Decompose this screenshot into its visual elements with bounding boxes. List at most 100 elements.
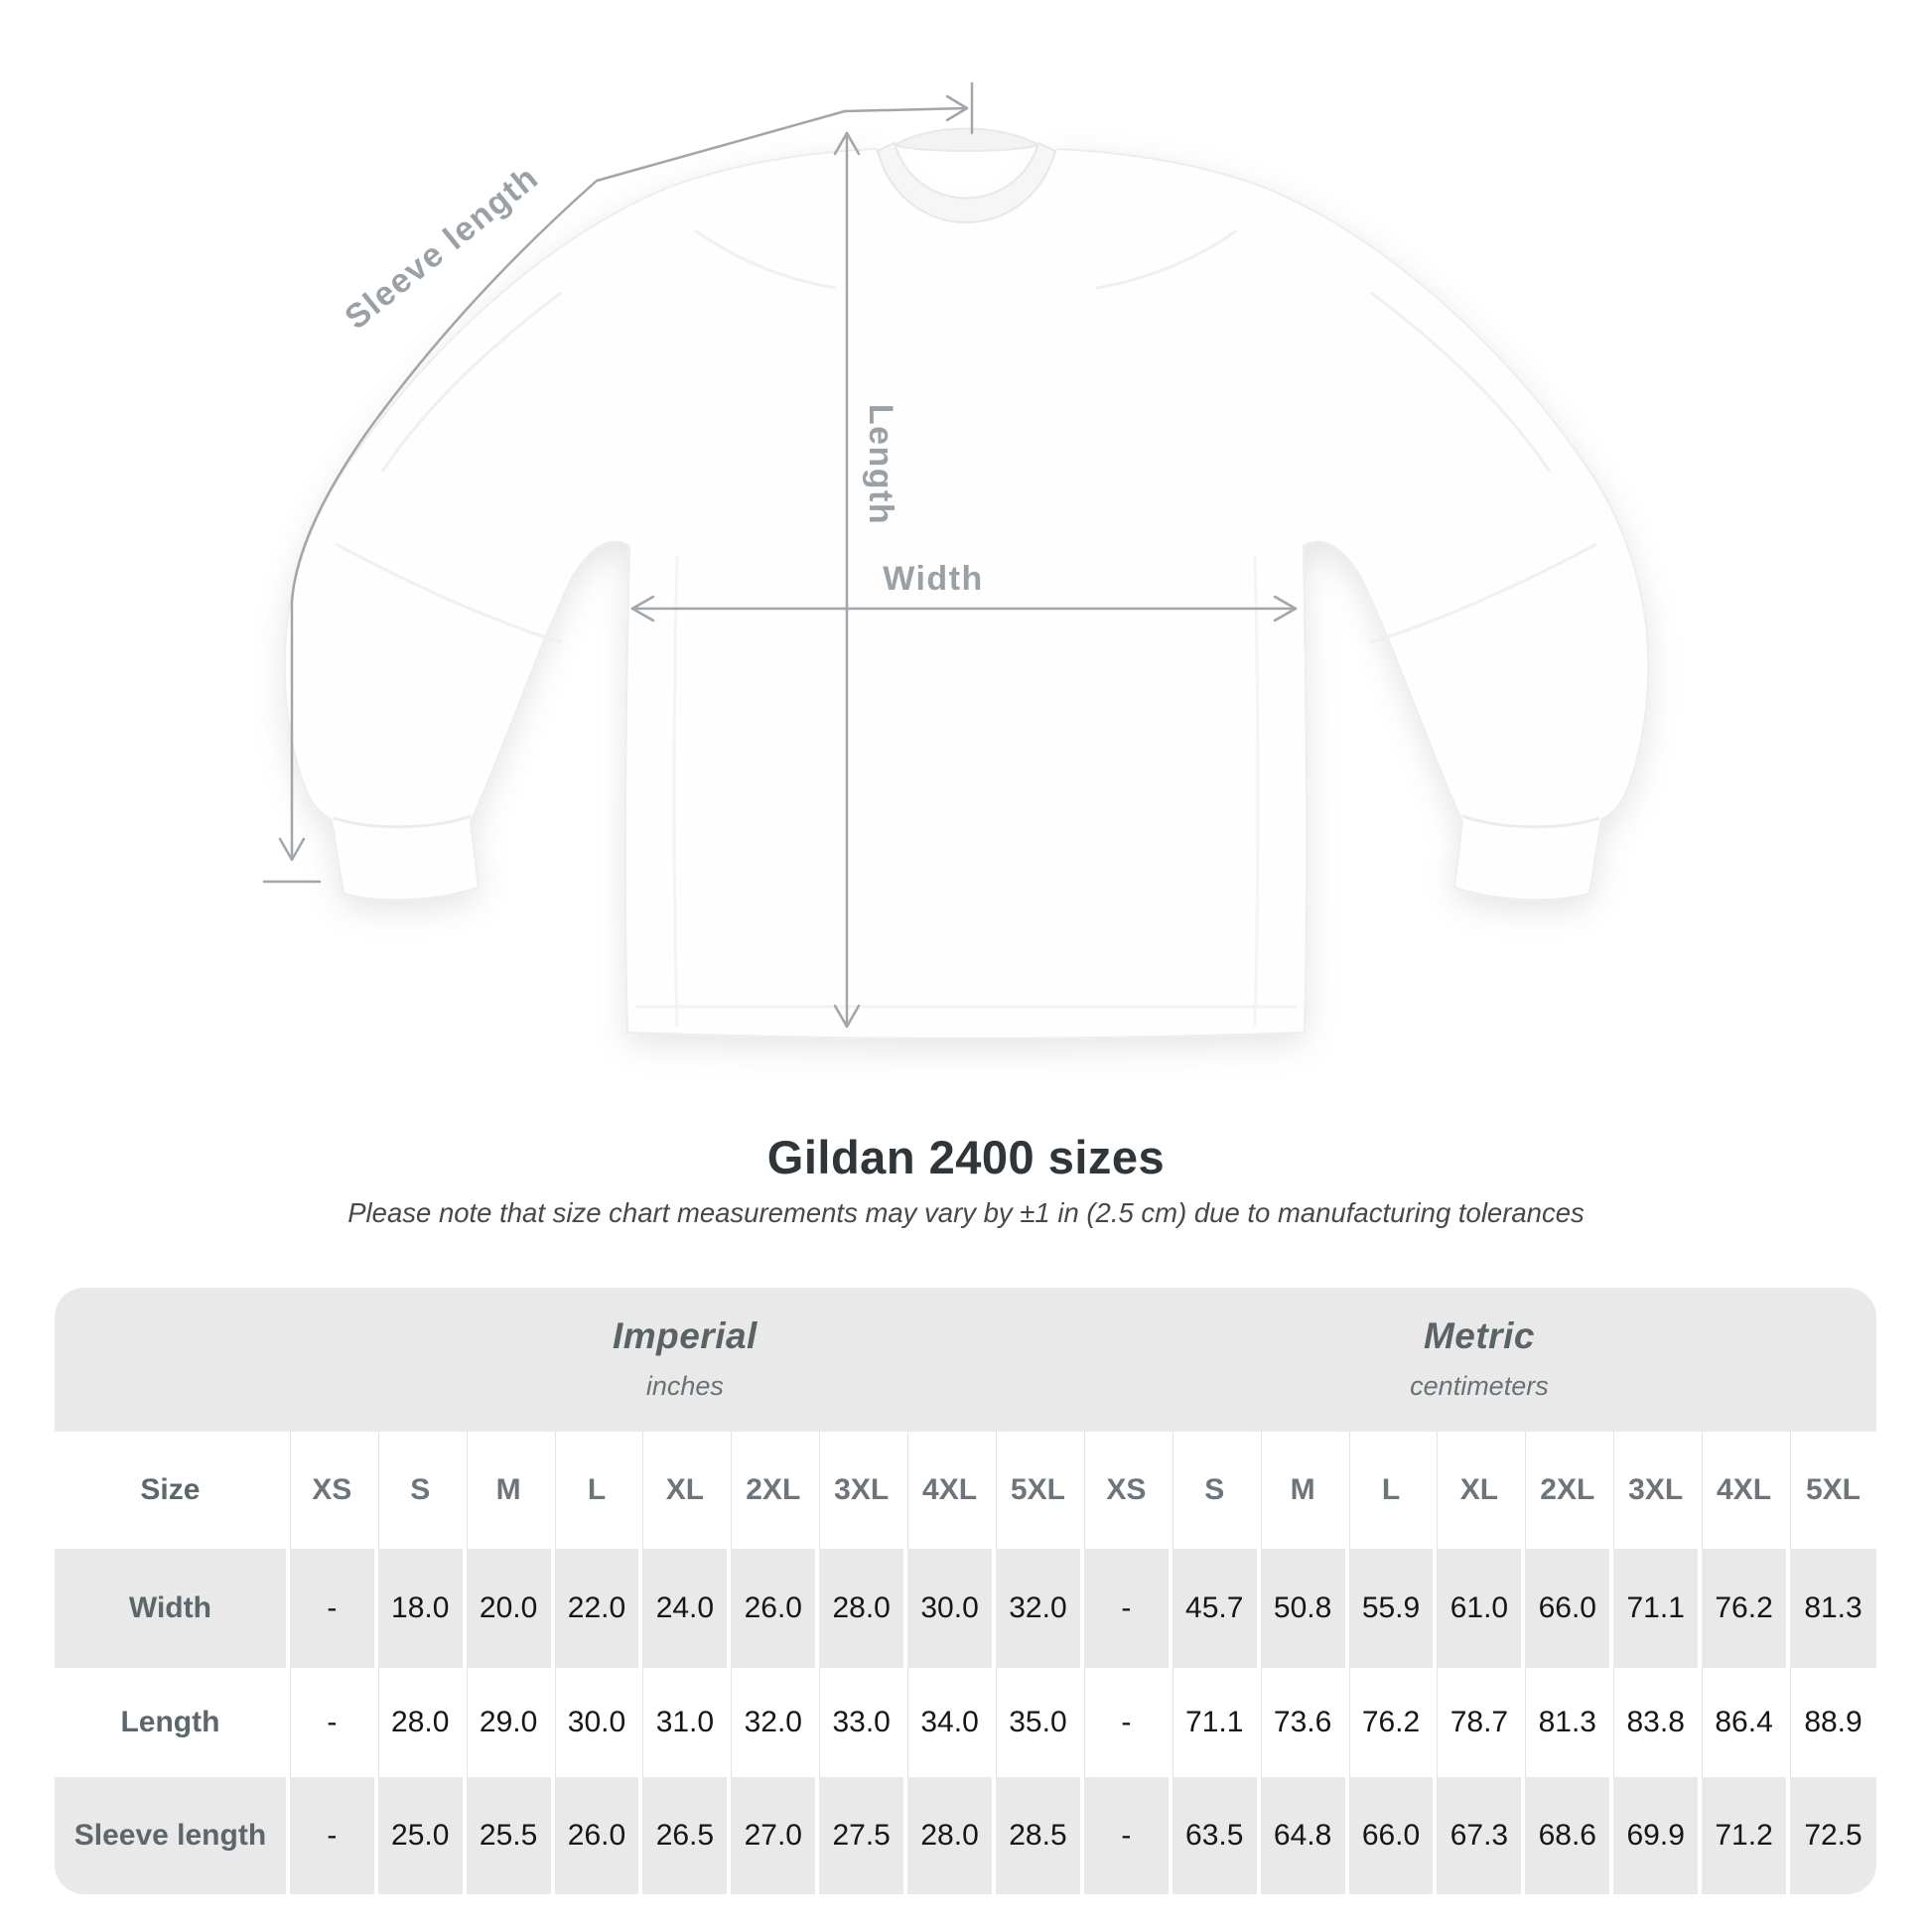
length-metric-l: 76.2	[1344, 1668, 1436, 1777]
length-metric-3xl: 83.8	[1609, 1668, 1701, 1777]
size-header-imperial-l: L	[550, 1432, 641, 1549]
width-metric-2xl: 66.0	[1521, 1549, 1612, 1668]
size-header-metric-xs: XS	[1079, 1432, 1171, 1549]
size-header-imperial-2xl: 2XL	[727, 1432, 818, 1549]
row-label-sleeve-length: Sleeve length	[55, 1777, 288, 1894]
width-imperial-xs: -	[285, 1549, 376, 1668]
length-imperial-xs: -	[285, 1668, 376, 1777]
size-header-metric-4xl: 4XL	[1698, 1432, 1789, 1549]
width-metric-5xl: 81.3	[1786, 1549, 1876, 1668]
size-header-imperial-s: S	[373, 1432, 465, 1549]
length-metric-2xl: 81.3	[1521, 1668, 1612, 1777]
size-header-imperial-4xl: 4XL	[903, 1432, 994, 1549]
length-label: Length	[862, 404, 899, 525]
sleeve-length-metric-xl: 67.3	[1433, 1777, 1524, 1894]
sleeve-length-imperial-l: 26.0	[550, 1777, 641, 1894]
width-imperial-m: 20.0	[462, 1549, 553, 1668]
imperial-unit: inches	[645, 1371, 724, 1401]
width-metric-m: 50.8	[1256, 1549, 1347, 1668]
width-imperial-3xl: 28.0	[815, 1549, 906, 1668]
width-imperial-4xl: 30.0	[903, 1549, 994, 1668]
length-imperial-3xl: 33.0	[815, 1668, 906, 1777]
sleeve-length-metric-m: 64.8	[1256, 1777, 1347, 1894]
sleeve-length-metric-4xl: 71.2	[1698, 1777, 1789, 1894]
length-arrow	[833, 131, 861, 1029]
length-metric-m: 73.6	[1256, 1668, 1347, 1777]
length-imperial-5xl: 35.0	[992, 1668, 1082, 1777]
sleeve-length-imperial-xs: -	[285, 1777, 376, 1894]
width-metric-xl: 61.0	[1433, 1549, 1524, 1668]
length-imperial-2xl: 32.0	[727, 1668, 818, 1777]
band-spacer	[55, 1288, 288, 1432]
sleeve-length-imperial-m: 25.5	[462, 1777, 553, 1894]
shirt-collar	[876, 141, 1057, 223]
length-imperial-xl: 31.0	[638, 1668, 730, 1777]
measurement-annotations	[262, 81, 1298, 1029]
size-header-metric-xl: XL	[1433, 1432, 1524, 1549]
length-arrowhead-down	[833, 1004, 861, 1029]
size-table-grid: Size XS S M L XL 2XL 3XL 4XL 5XL XS S M L XL 2XL 3XL 4XL 5…	[55, 1432, 1876, 1894]
width-arrowhead-right	[1273, 595, 1298, 622]
metric-title: Metric	[1423, 1315, 1535, 1356]
metric-unit: centimeters	[1410, 1371, 1549, 1401]
width-imperial-xl: 24.0	[638, 1549, 730, 1668]
metric-group-header: Metric centimeters	[1082, 1288, 1876, 1432]
imperial-group-header: Imperial inches	[288, 1288, 1082, 1432]
length-metric-4xl: 86.4	[1698, 1668, 1789, 1777]
width-arrow	[630, 595, 1298, 622]
size-header-imperial-3xl: 3XL	[815, 1432, 906, 1549]
length-imperial-4xl: 34.0	[903, 1668, 994, 1777]
size-header-metric-l: L	[1344, 1432, 1436, 1549]
sleeve-length-imperial-s: 25.0	[373, 1777, 465, 1894]
width-metric-4xl: 76.2	[1698, 1549, 1789, 1668]
imperial-title: Imperial	[612, 1315, 758, 1356]
width-imperial-l: 22.0	[550, 1549, 641, 1668]
sleeve-length-imperial-4xl: 28.0	[903, 1777, 994, 1894]
size-header-metric-3xl: 3XL	[1609, 1432, 1701, 1549]
sleeve-length-arrow	[262, 81, 974, 884]
sleeve-length-imperial-3xl: 27.5	[815, 1777, 906, 1894]
width-label: Width	[883, 560, 984, 598]
length-imperial-m: 29.0	[462, 1668, 553, 1777]
size-header-imperial-m: M	[462, 1432, 553, 1549]
shirt-creases	[333, 228, 1600, 1028]
unit-header-band: Imperial inches Metric centimeters	[55, 1288, 1876, 1432]
size-header-metric-5xl: 5XL	[1786, 1432, 1876, 1549]
measurement-row-sleeve-length: Sleeve length -25.0 25.5 26.0 26.5 27.0 27.5 28…	[55, 1777, 1876, 1894]
width-imperial-2xl: 26.0	[727, 1549, 818, 1668]
sleeve-arrowhead-down	[278, 837, 306, 862]
length-arrowhead-up	[833, 131, 861, 156]
shirt-back-collar	[892, 127, 1041, 152]
size-table: Imperial inches Metric centimeters Size X…	[55, 1288, 1876, 1894]
sleeve-length-metric-3xl: 69.9	[1609, 1777, 1701, 1894]
length-metric-s: 71.1	[1168, 1668, 1259, 1777]
sleeve-length-imperial-2xl: 27.0	[727, 1777, 818, 1894]
sleeve-length-imperial-xl: 26.5	[638, 1777, 730, 1894]
width-metric-xs: -	[1079, 1549, 1171, 1668]
sleeve-length-metric-xs: -	[1079, 1777, 1171, 1894]
sleeve-length-metric-5xl: 72.5	[1786, 1777, 1876, 1894]
sleeve-length-metric-s: 63.5	[1168, 1777, 1259, 1894]
length-metric-5xl: 88.9	[1786, 1668, 1876, 1777]
measurement-row-width: Width -18.0 20.0 22.0 24.0 26.0 28.0 30.0 32.0-4…	[55, 1549, 1876, 1668]
shirt-measurement-diagram: Sleeve length Length Width	[262, 81, 1650, 1039]
shirt-body	[283, 147, 1650, 1039]
width-metric-3xl: 71.1	[1609, 1549, 1701, 1668]
size-header-metric-2xl: 2XL	[1521, 1432, 1612, 1549]
length-metric-xl: 78.7	[1433, 1668, 1524, 1777]
sleeve-length-metric-2xl: 68.6	[1521, 1777, 1612, 1894]
page-subtitle: Please note that size chart measurements…	[347, 1197, 1585, 1228]
length-metric-xs: -	[1079, 1668, 1171, 1777]
page-title: Gildan 2400 sizes	[766, 1131, 1166, 1183]
length-imperial-l: 30.0	[550, 1668, 641, 1777]
width-imperial-5xl: 32.0	[992, 1549, 1082, 1668]
length-imperial-s: 28.0	[373, 1668, 465, 1777]
sleeve-length-metric-l: 66.0	[1344, 1777, 1436, 1894]
size-header-imperial-xl: XL	[638, 1432, 730, 1549]
width-imperial-s: 18.0	[373, 1549, 465, 1668]
size-header-row: Size XS S M L XL 2XL 3XL 4XL 5XL XS S M L XL 2XL 3XL 4XL 5…	[55, 1432, 1876, 1549]
width-metric-l: 55.9	[1344, 1549, 1436, 1668]
size-column-header: Size	[55, 1432, 288, 1549]
size-header-imperial-xs: XS	[285, 1432, 376, 1549]
